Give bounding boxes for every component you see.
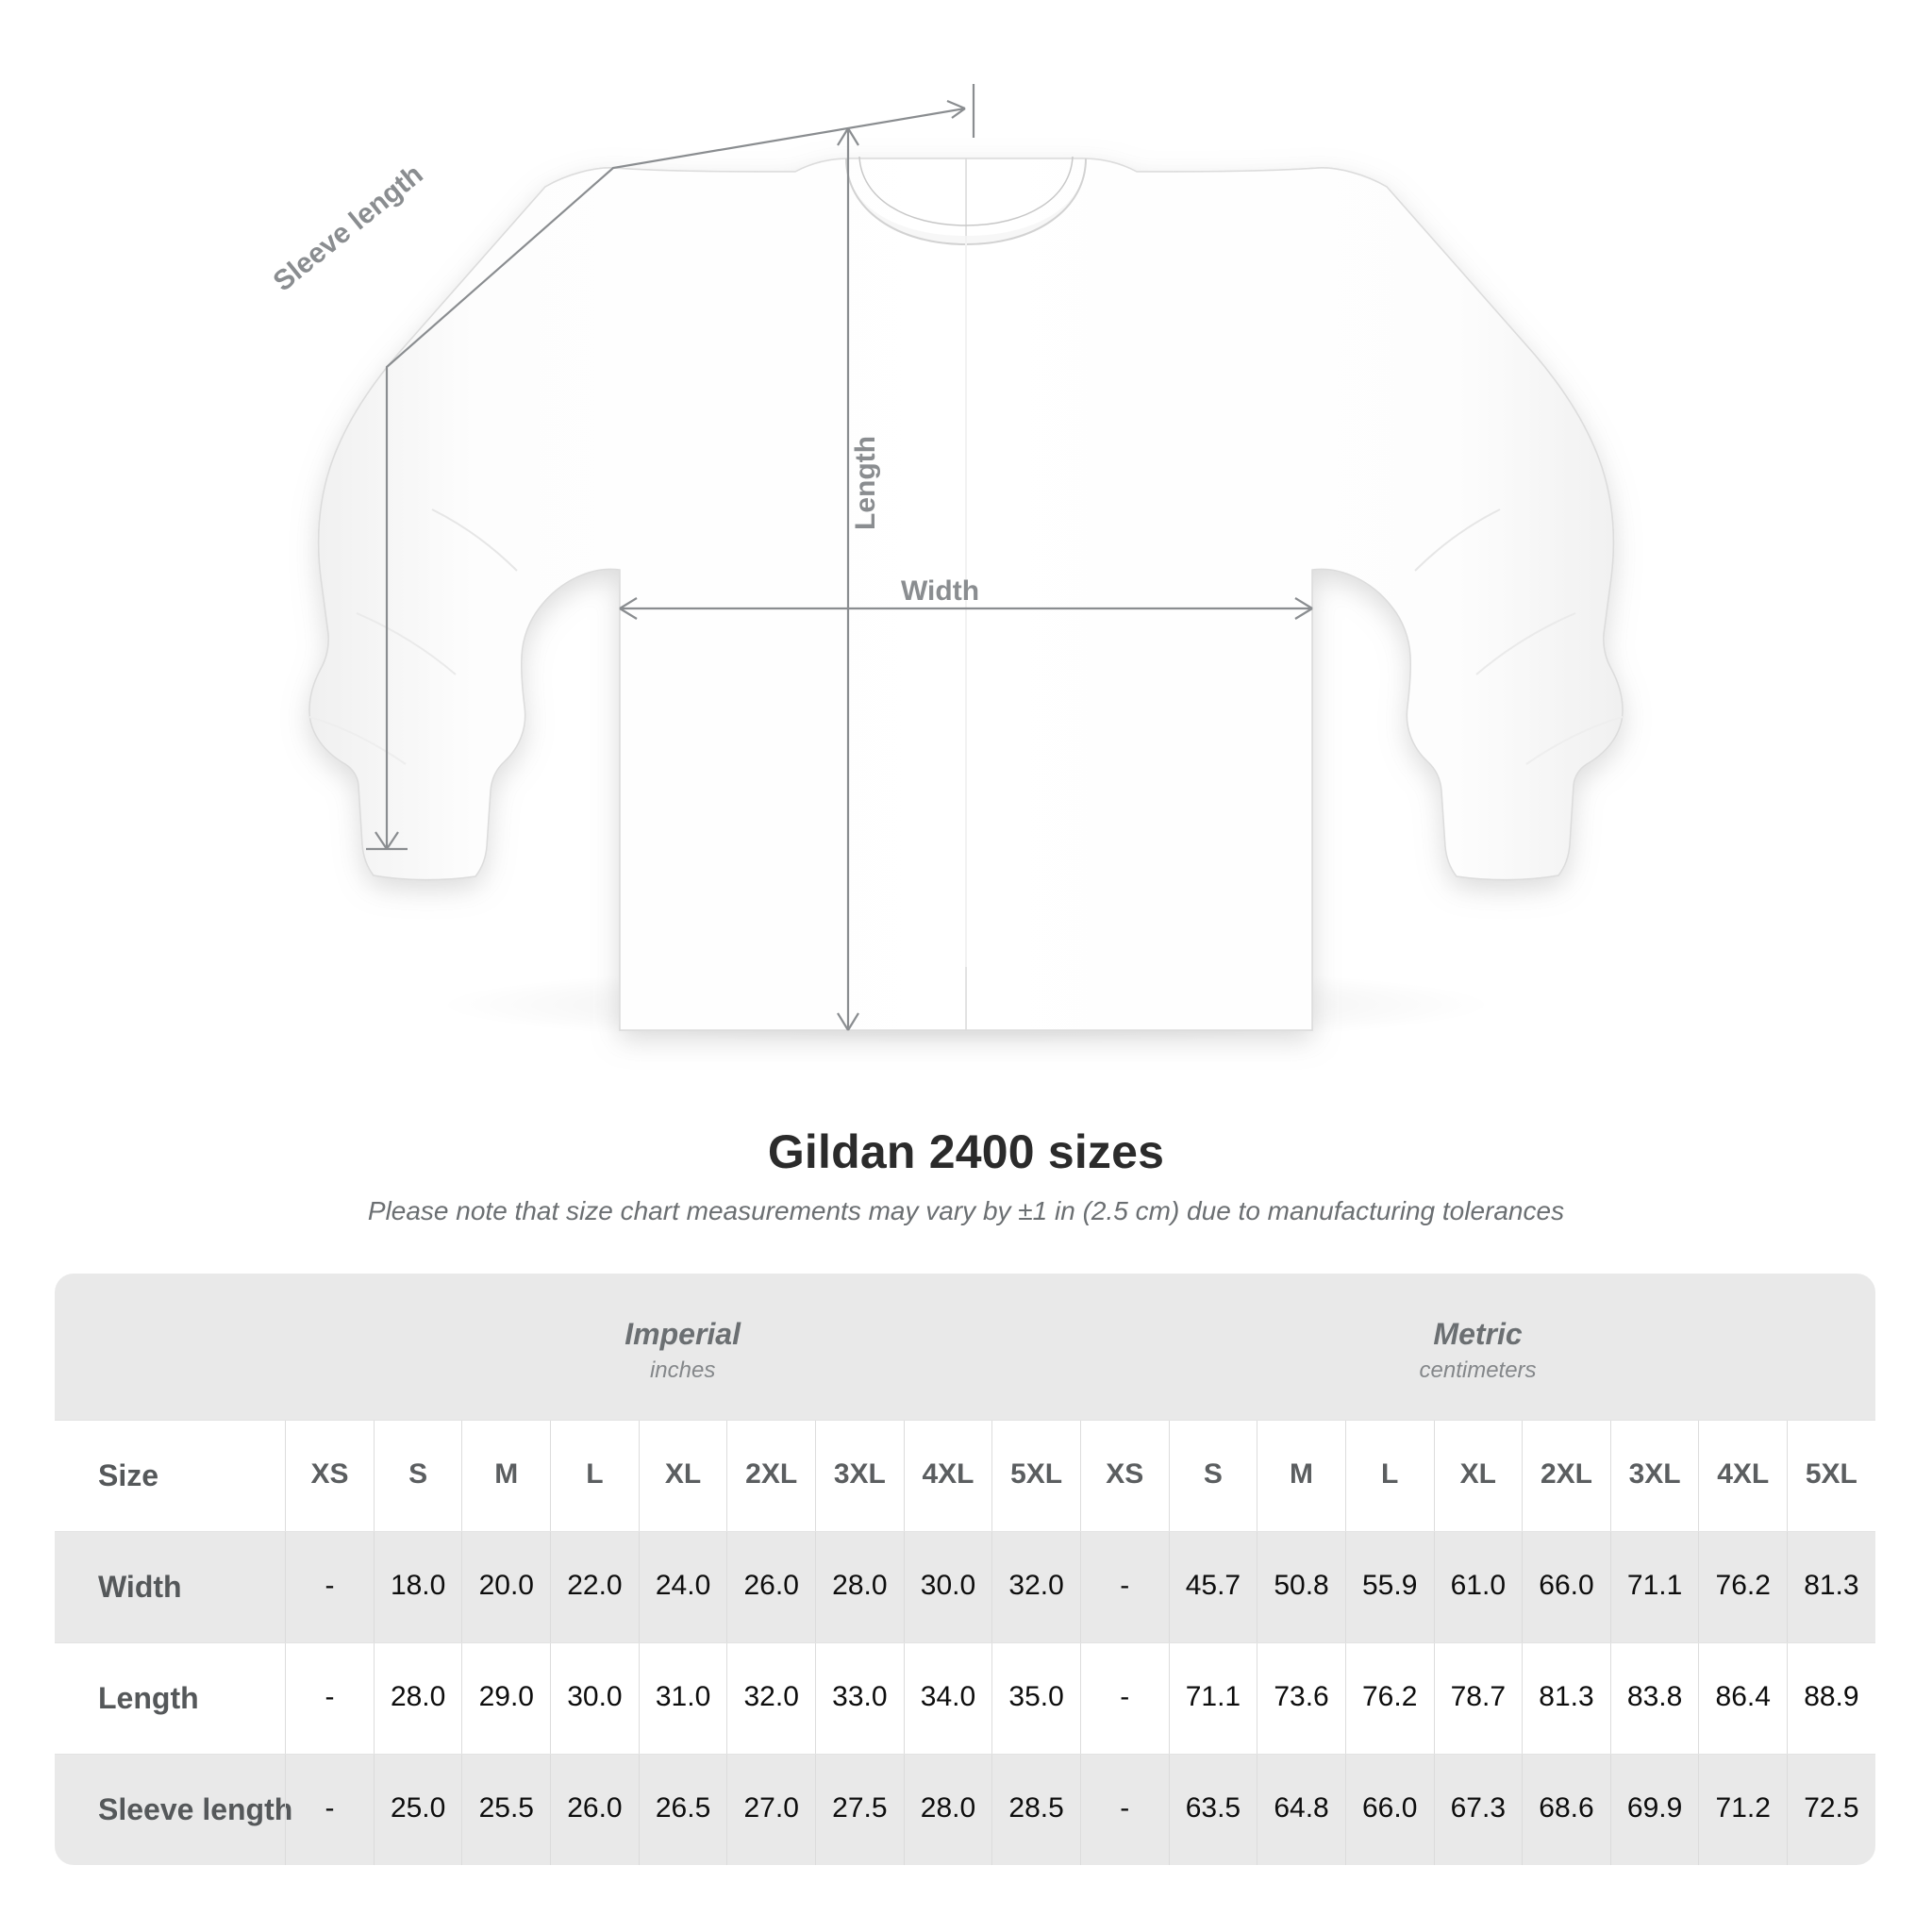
svg-text:Length: Length bbox=[850, 436, 881, 530]
svg-text:Width: Width bbox=[901, 575, 979, 607]
svg-text:Sleeve length: Sleeve length bbox=[268, 158, 429, 297]
